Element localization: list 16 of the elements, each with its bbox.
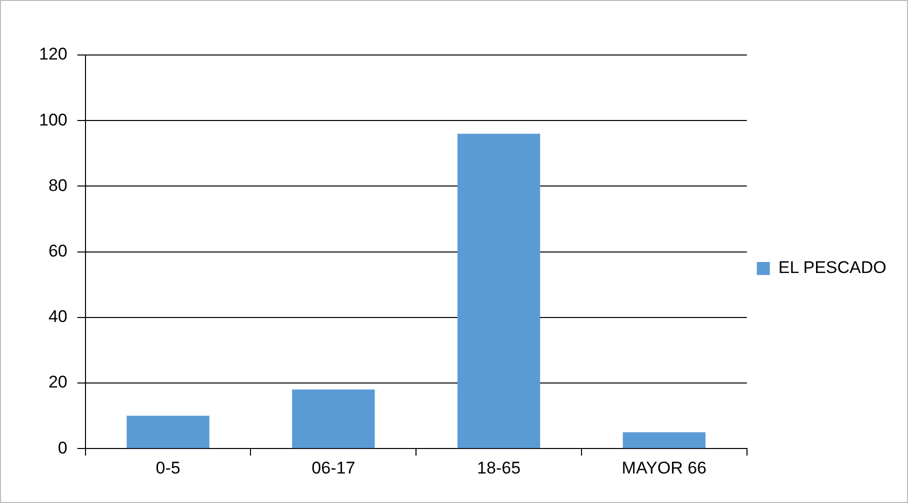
y-tick-label: 100: [38, 110, 68, 130]
bar: [457, 134, 540, 448]
x-tick-label: 18-65: [477, 458, 521, 478]
y-tick-label: 40: [48, 307, 68, 326]
y-tick-label: 80: [48, 176, 68, 195]
x-tick-label: 06-17: [312, 458, 356, 478]
bar: [292, 390, 375, 448]
x-tick-label: 0-5: [156, 458, 180, 478]
x-tick-label: MAYOR 66: [622, 458, 707, 478]
legend-label: EL PESCADO: [778, 258, 886, 278]
y-tick-label: 60: [48, 241, 68, 260]
y-tick-label: 20: [48, 372, 68, 392]
y-tick-label: 0: [58, 438, 68, 458]
bar: [126, 416, 210, 448]
bar: [622, 432, 706, 448]
y-tick-label: 120: [38, 44, 68, 64]
